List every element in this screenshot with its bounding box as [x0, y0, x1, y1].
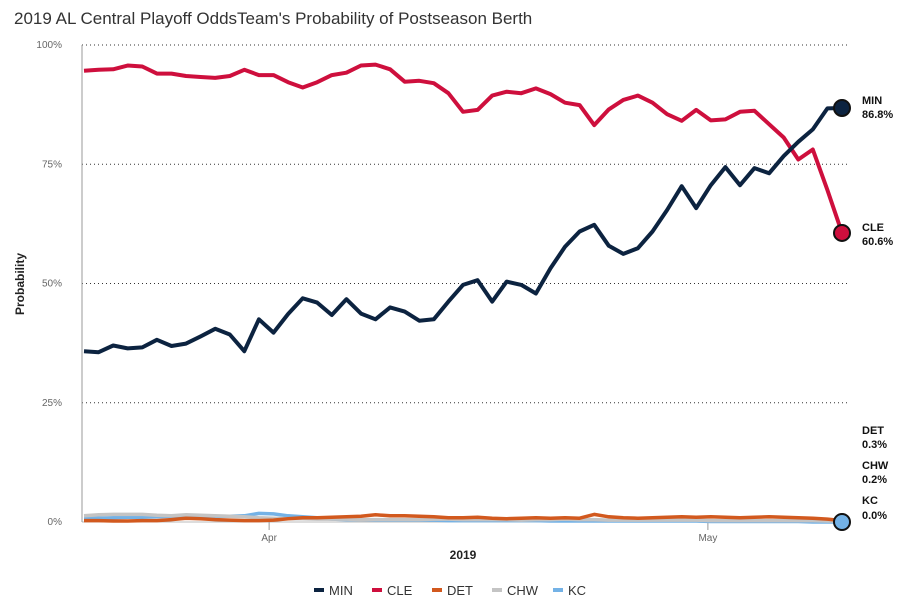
end-label-team: CHW — [862, 460, 889, 472]
end-marker-min — [833, 98, 851, 117]
y-tick-label: 25% — [42, 398, 62, 409]
legend-swatch — [492, 588, 502, 592]
series-line-cle — [83, 62, 844, 234]
end-label-value: 86.8% — [862, 109, 893, 121]
chart-title: 2019 AL Central Playoff OddsTeam's Proba… — [14, 9, 532, 28]
x-axis-ticks: Apr May — [261, 522, 717, 544]
end-label-team: KC — [862, 495, 878, 507]
series-line-min — [83, 106, 843, 355]
end-label-value: 0.0% — [862, 510, 887, 522]
end-label-value: 60.6% — [862, 236, 893, 248]
y-tick-label: 0% — [48, 517, 63, 528]
legend-swatch — [553, 588, 563, 592]
legend-item-cle[interactable]: CLE — [372, 583, 413, 598]
legend-label: MIN — [329, 583, 353, 598]
y-axis-ticks: 0% 25% 50% 75% 100% — [36, 40, 62, 528]
legend-swatch — [432, 588, 442, 592]
legend-item-chw[interactable]: CHW — [492, 583, 539, 598]
end-label-value: 0.2% — [862, 474, 887, 486]
legend-item-min[interactable]: MIN — [314, 583, 353, 598]
legend-item-kc[interactable]: KC — [553, 583, 586, 598]
legend-label: CHW — [507, 583, 539, 598]
legend-label: KC — [568, 583, 586, 598]
x-tick-label: Apr — [261, 533, 277, 544]
y-axis-label: Probability — [13, 253, 27, 315]
end-label-team: MIN — [862, 95, 882, 107]
end-label-team: DET — [862, 425, 884, 437]
legend-item-det[interactable]: DET — [432, 583, 473, 598]
y-tick-label: 100% — [36, 40, 62, 51]
y-tick-label: 75% — [42, 159, 62, 170]
series-lines — [83, 62, 851, 531]
end-marker-kc — [833, 513, 851, 531]
end-label-value: 0.3% — [862, 439, 887, 451]
x-tick-label: May — [698, 533, 717, 544]
x-axis-label: 2019 — [450, 548, 477, 562]
legend-swatch — [314, 588, 324, 592]
legend-label: CLE — [387, 583, 413, 598]
end-label-team: CLE — [862, 222, 884, 234]
end-marker-cle — [833, 223, 851, 242]
legend: MIN CLE DET CHW KC — [314, 583, 586, 598]
series-line-det — [84, 512, 843, 523]
legend-label: DET — [447, 583, 473, 598]
y-tick-label: 50% — [42, 279, 62, 290]
end-labels: MIN 86.8% CLE 60.6% DET 0.3% CHW 0.2% KC 0.0% — [862, 95, 893, 522]
legend-swatch — [372, 588, 382, 592]
series-line-chw — [83, 512, 842, 523]
